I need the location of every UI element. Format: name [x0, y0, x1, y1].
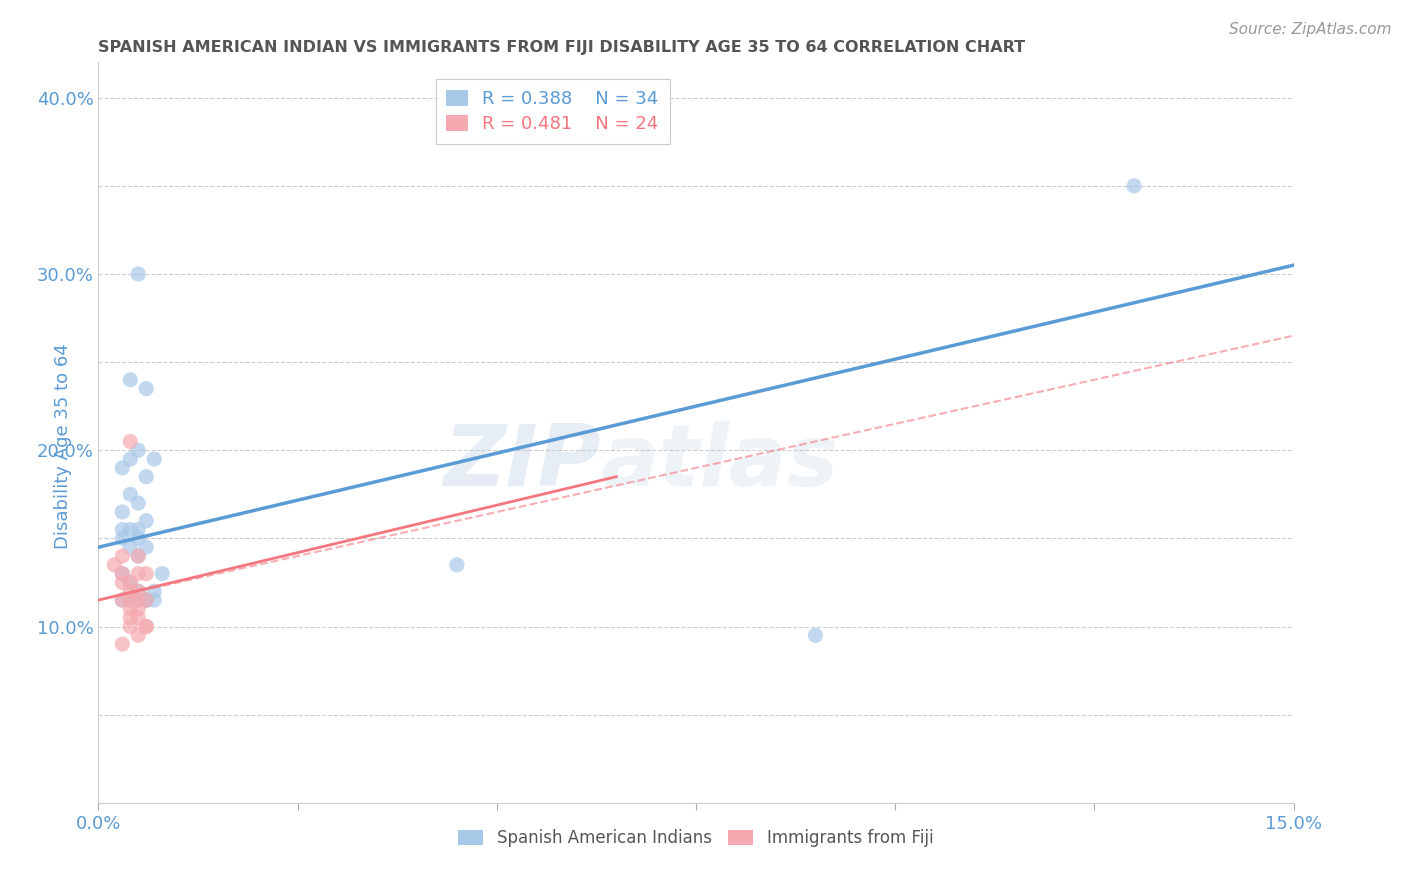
Point — [1123, 178, 1146, 193]
Legend: Spanish American Indians, Immigrants from Fiji: Spanish American Indians, Immigrants fro… — [451, 822, 941, 854]
Point — [120, 619, 142, 633]
Point — [127, 267, 149, 281]
Point — [111, 505, 134, 519]
Point — [111, 637, 134, 651]
Text: atlas: atlas — [600, 421, 838, 504]
Point — [127, 593, 149, 607]
Point — [127, 628, 149, 642]
Point — [127, 549, 149, 563]
Point — [804, 628, 827, 642]
Point — [143, 593, 166, 607]
Point — [120, 593, 142, 607]
Point — [120, 602, 142, 616]
Point — [127, 610, 149, 624]
Point — [446, 558, 468, 572]
Point — [135, 382, 157, 396]
Point — [127, 496, 149, 510]
Point — [120, 610, 142, 624]
Point — [127, 602, 149, 616]
Point — [120, 575, 142, 590]
Point — [111, 461, 134, 475]
Point — [120, 575, 142, 590]
Point — [135, 540, 157, 554]
Point — [143, 452, 166, 467]
Text: Disability Age 35 to 64: Disability Age 35 to 64 — [55, 343, 72, 549]
Point — [127, 593, 149, 607]
Point — [120, 584, 142, 599]
Point — [135, 593, 157, 607]
Point — [143, 584, 166, 599]
Point — [120, 523, 142, 537]
Text: ZIP: ZIP — [443, 421, 600, 504]
Point — [135, 514, 157, 528]
Point — [111, 575, 134, 590]
Point — [120, 540, 142, 554]
Point — [111, 593, 134, 607]
Point — [127, 549, 149, 563]
Point — [150, 566, 173, 581]
Point — [135, 619, 157, 633]
Point — [120, 373, 142, 387]
Point — [127, 584, 149, 599]
Point — [127, 523, 149, 537]
Point — [135, 593, 157, 607]
Point — [127, 584, 149, 599]
Point — [127, 566, 149, 581]
Point — [120, 452, 142, 467]
Point — [111, 566, 134, 581]
Point — [111, 593, 134, 607]
Point — [111, 523, 134, 537]
Point — [135, 593, 157, 607]
Point — [135, 619, 157, 633]
Point — [120, 487, 142, 501]
Text: Source: ZipAtlas.com: Source: ZipAtlas.com — [1229, 22, 1392, 37]
Point — [111, 532, 134, 546]
Point — [120, 593, 142, 607]
Point — [127, 532, 149, 546]
Text: SPANISH AMERICAN INDIAN VS IMMIGRANTS FROM FIJI DISABILITY AGE 35 TO 64 CORRELAT: SPANISH AMERICAN INDIAN VS IMMIGRANTS FR… — [98, 40, 1025, 55]
Point — [111, 549, 134, 563]
Point — [127, 443, 149, 458]
Point — [111, 566, 134, 581]
Point — [120, 434, 142, 449]
Point — [103, 558, 125, 572]
Point — [135, 566, 157, 581]
Point — [135, 469, 157, 483]
